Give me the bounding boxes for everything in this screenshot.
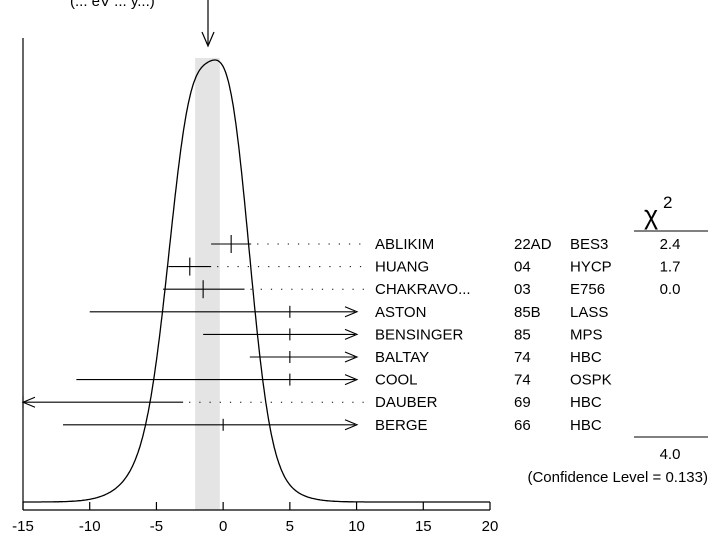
year-label: 69 (514, 394, 531, 411)
author-label: BALTAY (375, 349, 429, 366)
x-tick-label: -10 (79, 518, 101, 535)
measurement-group: ABLIKIM 22AD BES3 2.4 HUANG 04 HYCP 1.7 CHAKRAVO… (21, 235, 681, 434)
axes (22, 38, 490, 511)
technique-label: OSPK (570, 372, 612, 389)
x-tick-label: 15 (415, 518, 432, 535)
x-tick-label: 0 (219, 518, 227, 535)
chi2-value: 0.0 (660, 281, 681, 298)
ideogram-curve (23, 59, 490, 503)
chi2-header: χ (644, 200, 658, 230)
x-tick-label: -15 (12, 518, 34, 535)
x-tick-label: 5 (286, 518, 294, 535)
chi2-value: 1.7 (660, 259, 681, 276)
author-label: CHAKRAVO... (375, 281, 471, 298)
technique-label: MPS (570, 326, 603, 343)
year-label: 03 (514, 281, 531, 298)
technique-label: HYCP (570, 259, 612, 276)
chi2-total: 4.0 (660, 446, 681, 463)
technique-label: E756 (570, 281, 605, 298)
technique-label: HBC (570, 417, 602, 434)
right-arrow (344, 374, 359, 386)
chi2-exponent: 2 (663, 193, 672, 212)
technique-label: LASS (570, 304, 608, 321)
year-label: 74 (514, 349, 531, 366)
chi2-value: 2.4 (660, 236, 681, 253)
right-arrow (344, 328, 359, 340)
technique-label: HBC (570, 349, 602, 366)
top-label: (... eV ... y...) (70, 0, 155, 10)
average-arrow (201, 0, 215, 48)
x-tick-label: 10 (348, 518, 365, 535)
author-label: BERGE (375, 417, 428, 434)
year-label: 85 (514, 326, 531, 343)
year-label: 04 (514, 259, 531, 276)
year-label: 85B (514, 304, 541, 321)
author-label: BENSINGER (375, 326, 464, 343)
technique-label: HBC (570, 394, 602, 411)
right-arrow (344, 419, 359, 431)
average-error-band (195, 58, 220, 510)
author-label: ABLIKIM (375, 236, 434, 253)
x-tick-group: -15 -10 -5 0 5 10 15 20 (12, 502, 498, 535)
technique-label: BES3 (570, 236, 608, 253)
year-label: 66 (514, 417, 531, 434)
author-label: DAUBER (375, 394, 438, 411)
year-label: 22AD (514, 236, 552, 253)
author-label: HUANG (375, 259, 429, 276)
confidence-level: (Confidence Level = 0.133) (527, 469, 708, 486)
author-label: COOL (375, 372, 418, 389)
right-arrow (344, 351, 359, 363)
x-tick-label: 20 (482, 518, 499, 535)
author-label: ASTON (375, 304, 426, 321)
x-tick-label: -5 (150, 518, 163, 535)
year-label: 74 (514, 372, 531, 389)
right-arrow (344, 306, 359, 318)
